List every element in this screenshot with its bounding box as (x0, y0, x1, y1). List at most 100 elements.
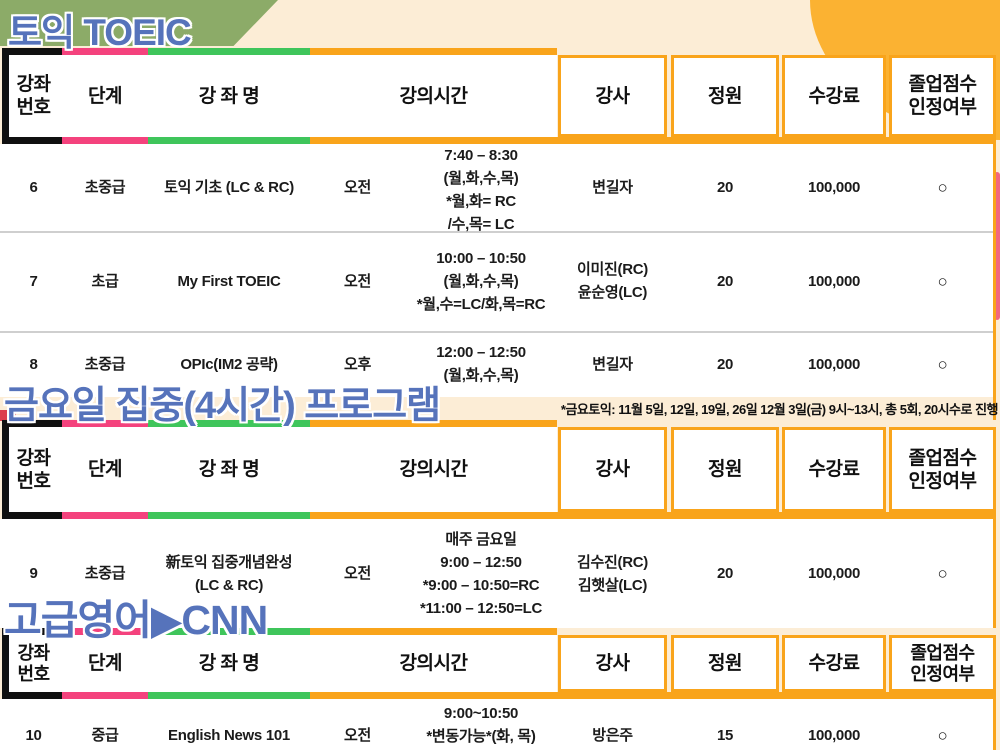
border-segment (2, 48, 9, 144)
header-level: 단계 (88, 85, 122, 107)
header-credit-line1: 졸업점수 (908, 447, 977, 469)
header-time: 강의시간 (399, 459, 468, 480)
credit-circle: ○ (937, 564, 948, 583)
border-segment (148, 692, 310, 699)
instructor-cell: 방은주 (592, 727, 633, 744)
friday-program-note: *금요토익: 11월 5일, 12일, 19일, 26일 12월 3일(금) 9… (560, 402, 999, 417)
border-segment (62, 420, 148, 427)
pink-edge-strip (994, 172, 1000, 320)
instructor-cell: 이미진(RC) 윤순영(LC) (558, 231, 667, 331)
border-segment (148, 628, 310, 635)
border-segment (2, 48, 62, 55)
header-fee: 수강료 (782, 635, 886, 692)
fee-cell: 100,000 (807, 565, 861, 582)
header-course-no-line2: 번호 (16, 470, 51, 492)
time-line: 12:00 – 12:50 (436, 344, 526, 361)
credit-circle: ○ (937, 271, 948, 291)
border-segment (2, 420, 62, 427)
course-name-line: 新토익 집중개념완성 (165, 553, 293, 571)
border-segment (2, 420, 9, 519)
header-credit: 졸업점수 인정여부 (889, 427, 996, 512)
header-capacity: 정원 (671, 635, 779, 692)
header-instructor: 강사 (558, 427, 667, 512)
border-segment (62, 48, 148, 55)
ampm-cell: 오후 (343, 355, 371, 373)
table-body (0, 699, 996, 750)
header-course-name: 강 좌 명 (198, 653, 260, 674)
header-capacity: 정원 (671, 427, 779, 512)
level-cell: 초중급 (84, 565, 126, 582)
time-line: 9:00~10:50 (443, 704, 519, 722)
border-segment (62, 512, 148, 519)
credit-circle: ○ (937, 354, 948, 374)
ampm-cell: 오전 (343, 272, 371, 290)
header-panel (2, 635, 557, 692)
time-line: *9:00 – 10:50=RC (422, 576, 540, 594)
header-course-no-line1: 강좌 (16, 74, 51, 95)
credit-circle: ○ (937, 726, 948, 745)
header-credit-line2: 인정여부 (908, 470, 977, 492)
credit-circle: ○ (937, 178, 948, 197)
time-line: 7:40 – 8:30 (444, 147, 518, 164)
course-no-cell: 6 (29, 179, 38, 196)
border-segment (2, 628, 9, 699)
header-panel (2, 55, 557, 137)
header-level: 단계 (88, 653, 122, 674)
green-banner-shape (0, 0, 278, 46)
course-no-cell: 9 (29, 565, 38, 582)
header-time: 강의시간 (399, 85, 468, 107)
instructor-line: 김수진(RC) (577, 553, 648, 571)
header-level: 단계 (88, 459, 122, 480)
time-cell: 7:40 – 8:30 (월,화,수,목) *월,화= RC /수,목= LC (405, 144, 557, 236)
border-segment (310, 512, 994, 519)
ampm-cell: 오전 (343, 565, 371, 582)
header-time: 강의시간 (399, 653, 468, 674)
border-segment (310, 628, 557, 635)
fee-cell: 100,000 (807, 727, 861, 744)
instructor-line: 윤순영(LC) (577, 284, 648, 301)
instructor-line: 김햇살(LC) (577, 576, 648, 594)
header-course-name: 강 좌 명 (198, 85, 260, 107)
course-name-cell: English News 101 (168, 727, 290, 744)
header-fee: 수강료 (782, 55, 886, 137)
course-no-cell: 7 (29, 272, 38, 290)
fee-cell: 100,000 (807, 272, 861, 290)
time-line: 10:00 – 10:50 (436, 249, 526, 267)
capacity-cell: 20 (716, 272, 734, 290)
header-course-no-line2: 번호 (16, 97, 51, 118)
time-line: *11:00 – 12:50=LC (419, 599, 543, 617)
header-course-no: 강좌 번호 (5, 635, 62, 692)
time-cell: 12:00 – 12:50 (월,화,수,목) (405, 331, 557, 397)
fee-cell: 100,000 (807, 355, 861, 373)
red-edge-strip (0, 410, 16, 421)
border-segment (2, 628, 62, 635)
table-body (0, 519, 996, 628)
header-fee: 수강료 (782, 427, 886, 512)
course-name-cell: My First TOEIC (177, 272, 281, 290)
section-title-cnn: 고급영어▶CNN (4, 597, 268, 643)
time-line: 매주 금요일 (445, 530, 517, 548)
border-segment (310, 692, 994, 699)
row-separator (0, 331, 993, 333)
header-credit: 졸업점수 인정여부 (889, 635, 996, 692)
instructor-cell: 변길자 (592, 355, 633, 373)
border-segment (993, 512, 996, 628)
table-body (0, 144, 996, 397)
time-line: /수,목= LC (447, 216, 515, 233)
level-cell: 초중급 (84, 179, 126, 196)
header-course-no-line2: 번호 (17, 663, 50, 684)
time-cell: 9:00~10:50 *변동가능*(화, 목) (405, 699, 557, 750)
header-capacity: 정원 (671, 55, 779, 137)
capacity-cell: 20 (716, 355, 734, 373)
time-line: (월,화,수,목) (443, 170, 519, 187)
instructor-line: 이미진(RC) (577, 261, 648, 278)
time-cell: 10:00 – 10:50 (월,화,수,목) *월,수=LC/화,목=RC (405, 231, 557, 331)
time-line: 9:00 – 12:50 (440, 553, 522, 571)
header-course-no-line1: 강좌 (17, 642, 50, 663)
border-segment (310, 48, 557, 55)
border-segment (2, 512, 62, 519)
header-course-no: 강좌 번호 (5, 55, 62, 137)
border-segment (2, 692, 62, 699)
header-instructor: 강사 (558, 55, 667, 137)
course-no-cell: 8 (29, 355, 38, 373)
